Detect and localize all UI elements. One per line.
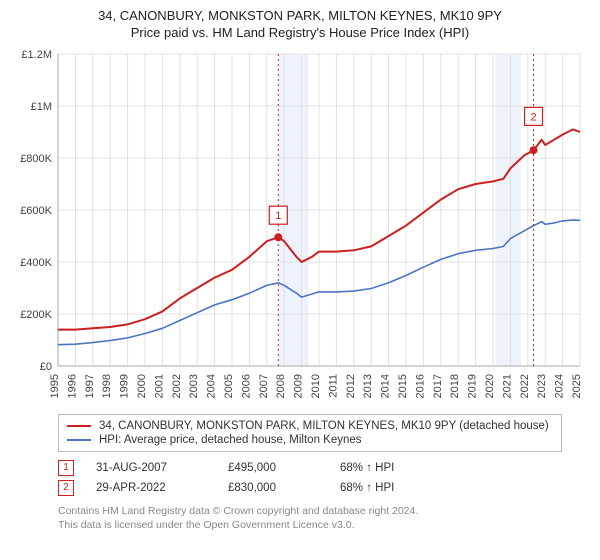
svg-text:2019: 2019 bbox=[467, 374, 479, 398]
chart-titles: 34, CANONBURY, MONKSTON PARK, MILTON KEY… bbox=[12, 8, 588, 40]
svg-text:£1M: £1M bbox=[31, 101, 52, 113]
svg-text:£800K: £800K bbox=[20, 153, 52, 165]
legend-label: HPI: Average price, detached house, Milt… bbox=[99, 434, 362, 446]
svg-text:2018: 2018 bbox=[449, 374, 461, 398]
chart-title-sub: Price paid vs. HM Land Registry's House … bbox=[12, 25, 588, 40]
legend-box: 34, CANONBURY, MONKSTON PARK, MILTON KEY… bbox=[58, 414, 562, 452]
footer-attribution: Contains HM Land Registry data © Crown c… bbox=[58, 504, 562, 532]
legend-label: 34, CANONBURY, MONKSTON PARK, MILTON KEY… bbox=[99, 420, 549, 432]
svg-text:1996: 1996 bbox=[66, 374, 78, 398]
svg-text:1: 1 bbox=[275, 210, 281, 222]
svg-text:2007: 2007 bbox=[258, 374, 270, 398]
legend-swatch bbox=[67, 425, 91, 427]
svg-text:2002: 2002 bbox=[171, 374, 183, 398]
event-date: 31-AUG-2007 bbox=[96, 462, 206, 474]
transaction-events: 1 31-AUG-2007 £495,000 68% ↑ HPI 2 29-APR-202… bbox=[58, 458, 562, 498]
svg-text:2025: 2025 bbox=[571, 374, 583, 398]
event-row: 2 29-APR-2022 £830,000 68% ↑ HPI bbox=[58, 478, 562, 498]
event-row: 1 31-AUG-2007 £495,000 68% ↑ HPI bbox=[58, 458, 562, 478]
svg-text:1995: 1995 bbox=[49, 374, 61, 398]
svg-text:£600K: £600K bbox=[20, 205, 52, 217]
svg-text:1999: 1999 bbox=[119, 374, 131, 398]
svg-text:£200K: £200K bbox=[20, 309, 52, 321]
svg-text:2015: 2015 bbox=[397, 374, 409, 398]
legend-item: HPI: Average price, detached house, Milt… bbox=[67, 433, 553, 447]
svg-text:1997: 1997 bbox=[84, 374, 96, 398]
event-hpi-delta: 68% ↑ HPI bbox=[340, 482, 430, 494]
svg-text:2003: 2003 bbox=[188, 374, 200, 398]
footer-line-2: This data is licensed under the Open Gov… bbox=[58, 518, 562, 532]
svg-text:2022: 2022 bbox=[519, 374, 531, 398]
svg-text:2017: 2017 bbox=[432, 374, 444, 398]
price-chart: £0 £200K £400K £600K £800K £1M £1.2M 1995 1996 19… bbox=[12, 46, 588, 406]
svg-text:2010: 2010 bbox=[310, 374, 322, 398]
svg-text:2008: 2008 bbox=[275, 374, 287, 398]
event-marker-box: 2 bbox=[58, 480, 74, 496]
svg-text:£1.2M: £1.2M bbox=[21, 49, 52, 61]
svg-text:2012: 2012 bbox=[345, 374, 357, 398]
svg-text:£400K: £400K bbox=[20, 257, 52, 269]
svg-text:2009: 2009 bbox=[293, 374, 305, 398]
svg-text:2013: 2013 bbox=[362, 374, 374, 398]
legend-item: 34, CANONBURY, MONKSTON PARK, MILTON KEY… bbox=[67, 419, 553, 433]
legend-swatch bbox=[67, 439, 91, 441]
svg-text:2024: 2024 bbox=[554, 374, 566, 398]
event-date: 29-APR-2022 bbox=[96, 482, 206, 494]
event-hpi-delta: 68% ↑ HPI bbox=[340, 462, 430, 474]
event-price: £495,000 bbox=[228, 462, 318, 474]
svg-text:2001: 2001 bbox=[153, 374, 165, 398]
svg-text:2016: 2016 bbox=[414, 374, 426, 398]
svg-text:2014: 2014 bbox=[380, 374, 392, 398]
svg-text:2021: 2021 bbox=[501, 374, 513, 398]
svg-text:2020: 2020 bbox=[484, 374, 496, 398]
svg-text:2011: 2011 bbox=[327, 374, 339, 398]
svg-text:2: 2 bbox=[530, 111, 536, 123]
svg-text:2006: 2006 bbox=[240, 374, 252, 398]
svg-text:£0: £0 bbox=[40, 361, 52, 373]
svg-text:2000: 2000 bbox=[136, 374, 148, 398]
event-marker-box: 1 bbox=[58, 460, 74, 476]
svg-text:2023: 2023 bbox=[536, 374, 548, 398]
svg-text:1998: 1998 bbox=[101, 374, 113, 398]
chart-title-address: 34, CANONBURY, MONKSTON PARK, MILTON KEY… bbox=[12, 8, 588, 23]
footer-line-1: Contains HM Land Registry data © Crown c… bbox=[58, 504, 562, 518]
svg-text:2005: 2005 bbox=[223, 374, 235, 398]
svg-text:2004: 2004 bbox=[206, 374, 218, 398]
event-price: £830,000 bbox=[228, 482, 318, 494]
